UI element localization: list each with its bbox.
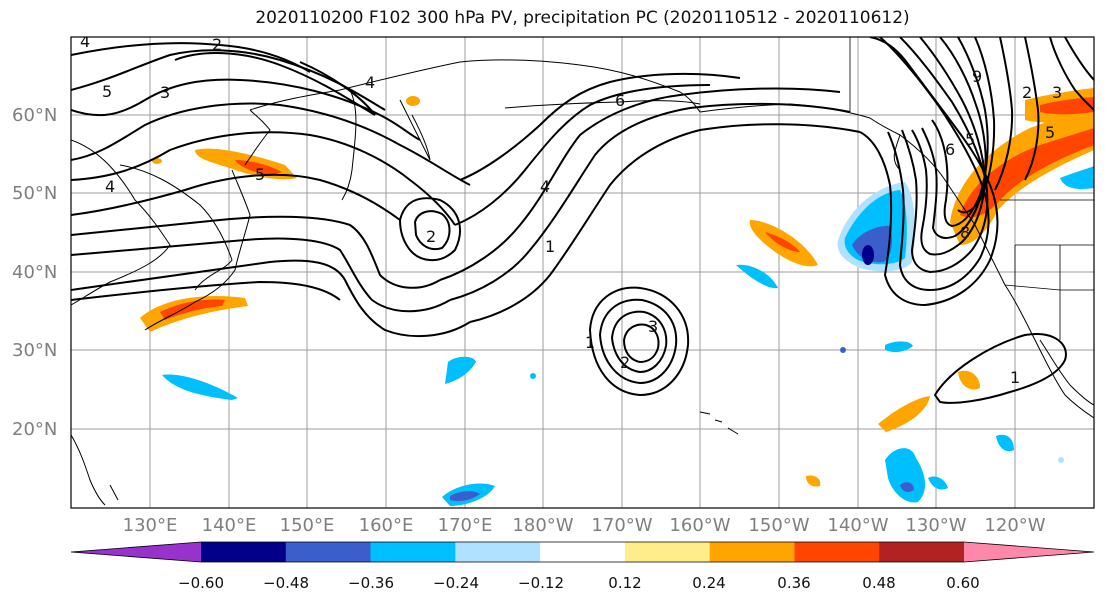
contour-label: 8 (960, 223, 970, 242)
contour-label: 2 (212, 35, 222, 54)
colorbar-tick-label: −0.24 (433, 574, 479, 592)
contour-label: 3 (648, 317, 658, 336)
colorbar-swatch (624, 542, 711, 562)
colorbar-tick-label: −0.60 (178, 574, 224, 592)
contour-label: 9 (972, 67, 982, 86)
colorbar-tick-label: −0.12 (518, 574, 564, 592)
contour-label: 5 (255, 165, 265, 184)
colorbar: −0.60 −0.48 −0.36 −0.24 −0.12 0.12 0.24 … (70, 541, 1095, 592)
coast-mexico (1039, 339, 1094, 406)
contour-label: 3 (160, 83, 170, 102)
coast-islands-hawaii (699, 411, 739, 435)
coastlines (71, 59, 1094, 506)
contour-label: 4 (80, 32, 90, 51)
colorbar-tick-label: 0.60 (946, 574, 979, 592)
colorbar-tick-label: −0.36 (348, 574, 394, 592)
contour-labels: 4 2 5 3 4 6 5 4 4 2 1 3 1 2 5 6 8 9 2 3 (80, 32, 1062, 387)
lon-label: 130°E (123, 515, 178, 536)
contour-label: 4 (105, 177, 115, 196)
lon-label: 130°W (905, 515, 966, 536)
lon-label: 150°W (748, 515, 809, 536)
lon-label: 160°E (359, 515, 414, 536)
coast-na-west (899, 134, 1094, 419)
colorbar-tick-label: 0.24 (692, 574, 725, 592)
lon-label: 170°E (438, 515, 493, 536)
contour-label: 6 (615, 91, 625, 110)
coast-philippines (71, 434, 119, 506)
coast-asia (71, 139, 171, 306)
map-title: 2020110200 F102 300 hPa PV, precipitatio… (255, 8, 910, 28)
contour-label: 2 (1022, 83, 1032, 102)
lon-label: 120°W (984, 515, 1045, 536)
colorbar-tick-label: −0.48 (263, 574, 309, 592)
contour-label: 4 (365, 73, 375, 92)
coast-kamchatka (341, 89, 431, 201)
contour-label: 6 (945, 140, 955, 159)
map-plot-area: 4 2 5 3 4 6 5 4 4 2 1 3 1 2 5 6 8 9 2 3 (70, 32, 1095, 509)
colorbar-swatch (709, 542, 795, 562)
latitude-labels: 60°N 50°N 40°N 30°N 20°N (12, 105, 57, 440)
contour-label: 2 (620, 353, 630, 372)
longitude-labels: 130°E 140°E 150°E 160°E 170°E 180°W 170°… (123, 515, 1046, 536)
contour-label: 1 (585, 333, 595, 352)
colorbar-ticks: −0.60 −0.48 −0.36 −0.24 −0.12 0.12 0.24 … (178, 574, 980, 592)
colorbar-swatch (201, 542, 287, 562)
colorbar-swatch (540, 542, 626, 562)
colorbar-swatch (455, 542, 541, 562)
lon-label: 160°W (669, 515, 730, 536)
contour-label: 1 (1010, 368, 1020, 387)
colorbar-swatch (794, 542, 880, 562)
lat-label: 40°N (12, 262, 57, 283)
boundaries (849, 37, 1094, 340)
contour-label: 5 (1045, 123, 1055, 142)
colorbar-swatch (285, 542, 372, 562)
lat-label: 50°N (12, 183, 57, 204)
colorbar-swatch (879, 542, 965, 562)
contour-label: 2 (426, 227, 436, 246)
colorbar-tick-label: 0.36 (777, 574, 810, 592)
lat-label: 60°N (12, 105, 57, 126)
contour-label: 1 (545, 237, 555, 256)
colorbar-tick-label: 0.48 (862, 574, 895, 592)
graticule (71, 37, 1094, 508)
contour-label: 5 (965, 130, 975, 149)
lon-label: 140°W (827, 515, 888, 536)
contour-label: 4 (540, 177, 550, 196)
lat-label: 20°N (12, 419, 57, 440)
coast-alaska (699, 103, 901, 171)
lat-label: 30°N (12, 340, 57, 361)
map-frame (70, 36, 1095, 509)
colorbar-swatch (370, 542, 456, 562)
lon-label: 180°W (512, 515, 573, 536)
coast-japan (144, 169, 251, 331)
colorbar-tick-label: 0.12 (608, 574, 641, 592)
coast-aleutians (504, 100, 701, 109)
contour-label: 5 (102, 82, 112, 101)
precip-negative-west-pacific (162, 374, 238, 400)
lon-label: 170°W (591, 515, 652, 536)
lon-label: 150°E (280, 515, 335, 536)
colorbar-swatches (70, 541, 1095, 563)
colorbar-extend-min (71, 542, 201, 562)
lon-label: 140°E (202, 515, 257, 536)
contour-label: 3 (1052, 83, 1062, 102)
colorbar-outline (70, 541, 1095, 563)
colorbar-extend-max (964, 542, 1094, 562)
pv-contours (71, 37, 1094, 404)
